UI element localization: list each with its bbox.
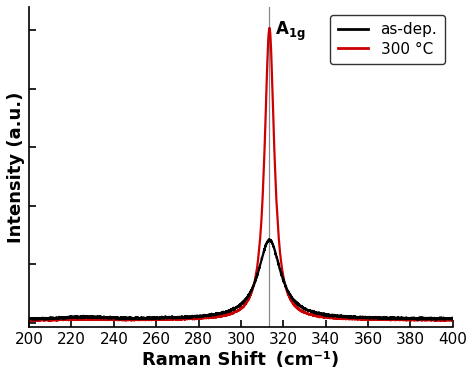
as-dep. [75, 315, 81, 319]
300 °C [100, 318, 105, 322]
300 °C [74, 317, 80, 322]
300 °C [434, 318, 439, 323]
Legend: as-dep., 300 °C: as-dep., 300 °C [330, 15, 445, 64]
as-dep. [266, 237, 272, 242]
300 °C [266, 26, 272, 30]
300 °C [442, 318, 447, 322]
Y-axis label: Intensity (a.u.): Intensity (a.u.) [7, 91, 25, 243]
300 °C [26, 317, 32, 322]
300 °C [207, 315, 213, 320]
as-dep. [396, 315, 402, 320]
as-dep. [442, 317, 447, 322]
Line: as-dep.: as-dep. [29, 240, 453, 320]
Text: $\mathbf{A_{1g}}$: $\mathbf{A_{1g}}$ [275, 20, 305, 43]
Line: 300 °C: 300 °C [29, 28, 453, 321]
as-dep. [450, 315, 456, 320]
X-axis label: Raman Shift  (cm⁻¹): Raman Shift (cm⁻¹) [142, 351, 339, 369]
300 °C [189, 316, 194, 321]
300 °C [450, 318, 456, 322]
as-dep. [26, 316, 32, 320]
as-dep. [100, 315, 106, 319]
as-dep. [189, 315, 194, 320]
300 °C [396, 317, 401, 321]
as-dep. [33, 318, 38, 322]
as-dep. [207, 312, 213, 317]
